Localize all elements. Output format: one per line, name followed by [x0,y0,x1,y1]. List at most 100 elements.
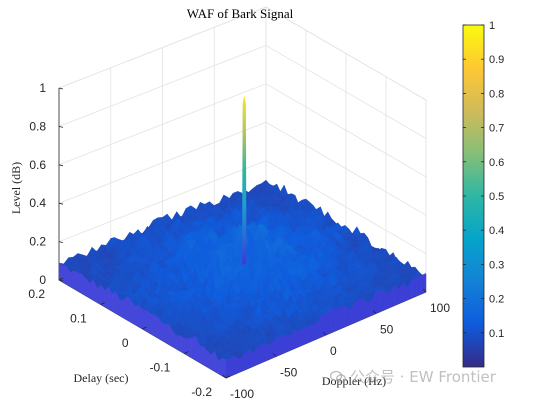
colorbar-tick-label: 0.3 [489,259,504,271]
surface-skirt [325,309,331,336]
colorbar-tick-label: 0.5 [489,191,504,203]
surface-skirt [307,324,313,344]
x-tick-mark [272,353,277,357]
surface-skirt [416,275,422,297]
z-tick-label: 0.6 [29,158,46,172]
surface-skirt [123,296,128,321]
y-axis-ticks: 0.2 0.1 0 -0.1 -0.2 [28,277,231,399]
wechat-icon [330,370,346,383]
surface-skirt [280,334,286,355]
z-tick-label: 0.2 [29,235,46,249]
x-tick-mark [372,310,377,314]
y-tick-mark [142,326,147,330]
surface-skirt [180,335,185,354]
colorbar-tick-label: 0.7 [489,123,504,135]
x-tick-label: 100 [430,301,450,315]
x-axis-ticks: -100 -50 0 50 100 [222,288,450,401]
z-tick-mark [58,87,64,90]
y-tick-mark [225,375,231,379]
colorbar-tick-label: 0.9 [489,54,504,66]
x-tick-label: 50 [380,323,394,337]
chart-title: WAF of Bark Signal [187,6,294,21]
surface-skirt [134,304,139,328]
surface-skirt [203,346,208,368]
surface-skirt [127,296,132,323]
watermark-text: 公众号 · EW Frontier [350,368,496,386]
main-peak [242,95,247,266]
y-tick-mark [58,277,64,281]
y-axis-label: Delay (sec) [74,371,129,385]
surface-skirt [119,300,124,319]
z-tick-label: 0.8 [29,119,46,133]
surface-skirt [366,301,372,318]
surface-skirt [176,335,181,352]
x-tick-mark [222,374,227,379]
z-tick-mark [58,126,64,128]
x-tick-mark [322,331,327,336]
z-axis-ticks: 0 0.2 0.4 0.6 0.8 1 [29,81,64,287]
peak-spike [242,95,247,266]
z-axis-label: Level (dB) [9,162,23,214]
surface-skirt [89,279,94,301]
y-tick-label: 0.1 [70,312,87,326]
x-tick-label: 0 [330,344,337,358]
surface-skirt [284,334,290,353]
surface-skirt [375,290,381,314]
surface-skirt [334,307,340,332]
x-tick-mark [422,288,427,293]
surface-skirt [262,344,268,363]
colorbar-tick-label: 0.8 [489,88,504,100]
surface-skirt [77,272,82,294]
surface-skirt [187,337,193,359]
y-tick-label: 0 [122,336,129,350]
y-tick-label: 0.2 [28,287,45,301]
grid-line [58,44,427,139]
surface-skirt [380,290,386,312]
z-tick-mark [58,202,64,205]
surface-skirt [70,270,75,290]
surface-skirt [330,307,336,334]
y-tick-label: -0.1 [150,361,171,375]
z-tick-label: 1 [39,81,46,95]
surface-skirt [321,313,327,338]
colorbar-gradient [462,24,485,368]
grid-line [58,160,427,254]
y-tick-mark [100,302,105,305]
z-tick-label: 0 [39,273,46,287]
surface-skirt [225,357,231,379]
colorbar-ticks: 1 0.9 0.8 0.7 0.6 0.5 0.4 0.3 0.2 0.1 [463,20,504,340]
surface-skirt [62,264,67,285]
surface-skirt [357,298,363,322]
z-tick-mark [58,279,64,282]
surface-skirt [111,291,117,314]
watermark: 公众号 · EW Frontier [330,366,496,387]
surface-skirt [199,345,204,365]
x-tick-label: -50 [280,366,298,380]
surface-skirt [104,286,109,310]
surface-skirt [266,344,272,361]
z-tick-label: 0.4 [29,196,46,210]
y-tick-mark [184,351,189,354]
z-tick-mark [58,164,64,167]
surface-skirt [339,305,345,330]
surface-skirt [303,327,309,346]
surface-skirt [146,309,151,334]
surface-skirt [81,273,86,296]
grid-line [58,121,427,216]
surface-skirt [73,270,79,292]
surface-skirt [230,355,236,377]
surface-skirt [222,358,227,379]
grid-line [58,6,427,101]
surface-skirt [149,313,155,337]
colorbar: 1 0.9 0.8 0.7 0.6 0.5 0.4 0.3 0.2 0.1 [462,20,504,368]
surface-skirt [234,355,240,375]
y-tick-label: -0.2 [191,385,212,399]
colorbar-tick-label: 0.1 [489,328,504,340]
surface-skirt [293,328,299,349]
grid-line [58,83,427,178]
x-tick-label: -100 [230,387,254,401]
surface-skirt [275,337,281,357]
colorbar-tick-label: 0.4 [489,225,504,237]
colorbar-tick-label: 1 [489,20,495,32]
